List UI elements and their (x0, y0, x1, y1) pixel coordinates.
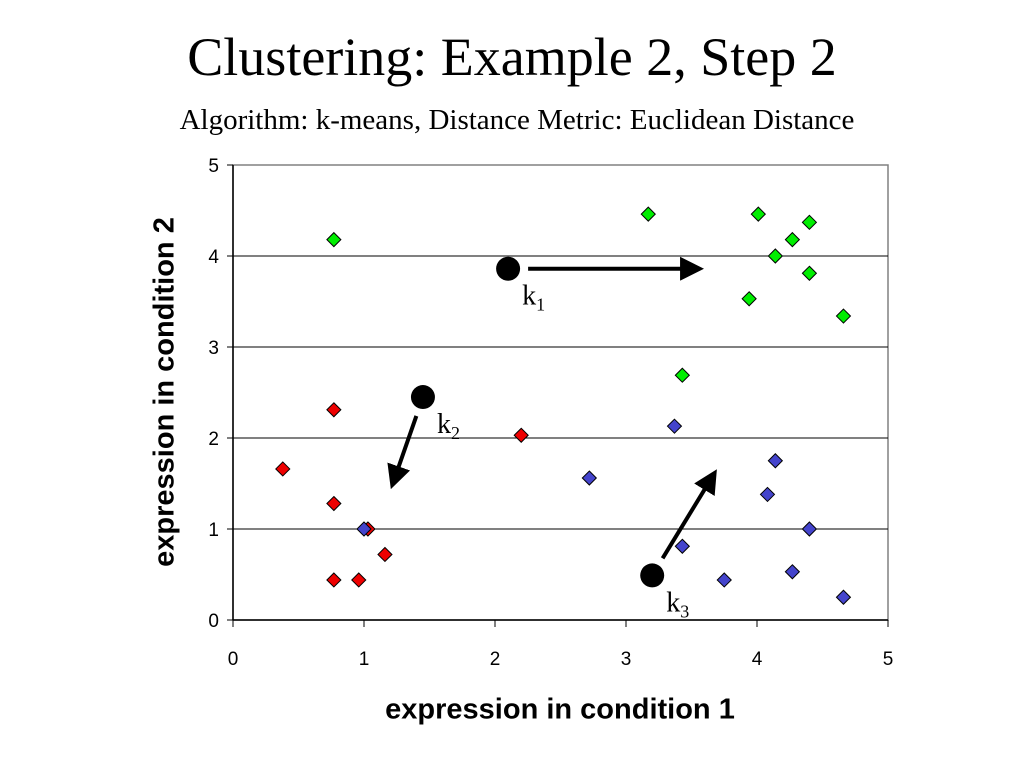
centroid-label: k1 (522, 281, 545, 315)
y-tick-label: 1 (208, 520, 219, 541)
y-tick-label: 3 (208, 338, 219, 359)
x-tick-label: 5 (883, 649, 894, 670)
y-tick-label: 5 (208, 156, 219, 177)
data-point (767, 453, 784, 469)
chart-subtitle: Algorithm: k-means, Distance Metric: Euc… (179, 104, 855, 136)
centroid-marker (410, 385, 435, 410)
data-point (767, 248, 784, 264)
data-point (326, 495, 342, 512)
data-point (581, 470, 598, 486)
data-point (716, 572, 732, 588)
x-tick-label: 1 (359, 649, 370, 670)
data-point (326, 572, 342, 588)
plot-frame (232, 164, 889, 621)
y-tick-label: 0 (208, 611, 219, 632)
data-point (356, 521, 372, 537)
data-point (784, 564, 801, 580)
data-point (351, 572, 367, 588)
data-point (666, 418, 683, 434)
data-point (326, 402, 342, 418)
data-point (513, 427, 529, 443)
data-point (759, 486, 776, 503)
data-point (377, 546, 393, 563)
data-point (801, 214, 818, 231)
centroid-arrow (387, 415, 419, 490)
x-axis-label: expression in condition 1 (385, 693, 735, 726)
data-point (835, 589, 852, 605)
centroid-label: k3 (666, 587, 689, 621)
data-point (741, 291, 757, 307)
centroid-marker (640, 563, 665, 588)
x-tick-label: 2 (490, 649, 501, 670)
x-tick-label: 0 (228, 649, 239, 670)
centroid-arrow (660, 469, 717, 560)
data-point (835, 308, 852, 324)
data-point (326, 231, 342, 248)
data-point (640, 206, 656, 222)
y-tick-label: 4 (208, 247, 219, 268)
data-point (674, 538, 691, 554)
x-tick-label: 3 (621, 649, 632, 670)
data-point (674, 367, 691, 383)
y-tick-label: 2 (208, 429, 219, 450)
data-point (275, 461, 291, 477)
centroid-label: k2 (437, 409, 460, 443)
data-point (801, 521, 818, 537)
chart-title: Clustering: Example 2, Step 2 (187, 27, 837, 87)
data-point (801, 265, 818, 281)
data-point (750, 206, 767, 222)
x-tick-label: 4 (752, 649, 763, 670)
data-point (784, 231, 801, 248)
centroid-marker (496, 256, 521, 281)
